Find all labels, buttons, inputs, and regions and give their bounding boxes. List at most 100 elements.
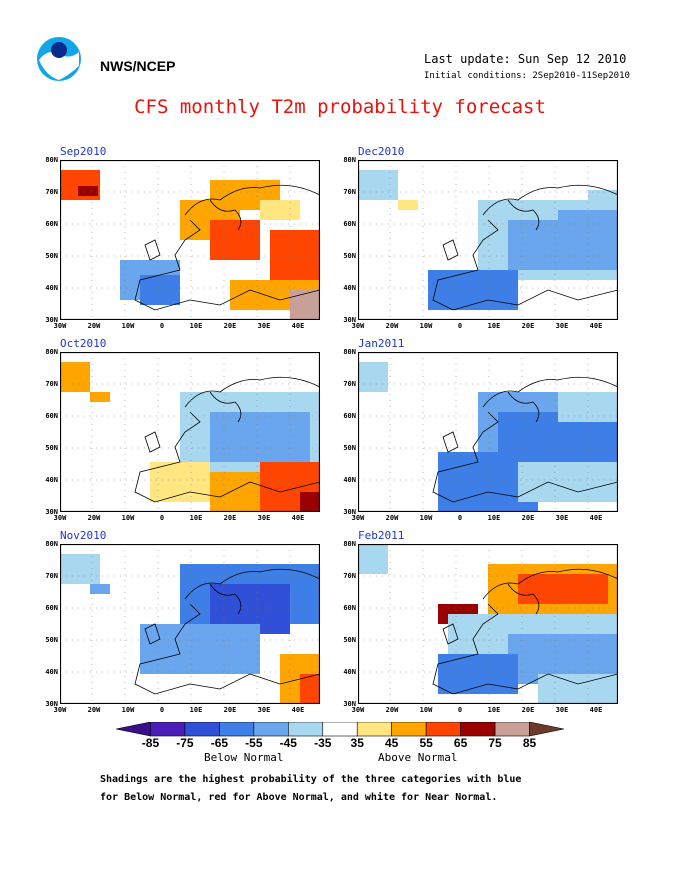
lon-label: 10W <box>419 706 433 714</box>
probability-shading <box>140 624 260 674</box>
probability-shading <box>518 574 608 604</box>
probability-shading <box>140 275 180 305</box>
colorbar-tick-label: -45 <box>279 736 297 750</box>
lon-label: 30E <box>555 322 569 330</box>
probability-shading <box>260 200 300 220</box>
lon-label: 30E <box>555 514 569 522</box>
lon-label: 30W <box>351 514 365 522</box>
lat-label: 40N <box>45 476 58 484</box>
lon-label: 10E <box>189 322 203 330</box>
colorbar-swatch <box>322 722 358 737</box>
probability-shading <box>60 554 100 584</box>
lat-label: 40N <box>45 284 58 292</box>
org-name: NWS/NCEP <box>100 58 176 74</box>
probability-shading <box>300 492 320 512</box>
lon-label: 20E <box>223 514 237 522</box>
lon-label: 30E <box>257 514 271 522</box>
lat-label: 40N <box>45 668 58 676</box>
lat-label: 30N <box>343 700 356 708</box>
coastline <box>134 184 320 311</box>
lat-label: 70N <box>45 380 58 388</box>
colorbar-tick-label: -35 <box>314 736 332 750</box>
colorbar-swatch <box>253 722 289 737</box>
lat-label: 50N <box>343 444 356 452</box>
coastline <box>134 568 320 695</box>
lat-label: 70N <box>45 188 58 196</box>
colorbar-tick-label: -75 <box>176 736 194 750</box>
probability-shading <box>210 220 260 260</box>
colorbar-swatch <box>460 722 496 737</box>
colorbar-tick-label: -65 <box>210 736 229 750</box>
lat-label: 80N <box>343 156 356 164</box>
lon-label: 30E <box>257 706 271 714</box>
forecast-map <box>60 352 320 512</box>
lon-label: 20E <box>223 706 237 714</box>
lat-label: 30N <box>45 316 58 324</box>
lon-label: 40E <box>291 322 305 330</box>
probability-shading <box>150 462 210 502</box>
probability-shading <box>90 584 110 594</box>
lon-label: 30E <box>257 322 271 330</box>
lon-label: 20W <box>87 514 101 522</box>
colorbar-swatch <box>356 722 392 737</box>
lat-label: 60N <box>45 604 58 612</box>
probability-shading <box>438 654 518 694</box>
lon-label: 20W <box>385 706 399 714</box>
probability-shading <box>518 462 618 502</box>
colorbar-tick-label: 35 <box>350 736 364 750</box>
colorbar-swatch <box>219 722 255 737</box>
probability-shading <box>270 230 320 280</box>
lon-label: 20E <box>521 322 535 330</box>
lat-label: 30N <box>343 316 356 324</box>
panel-title: Sep2010 <box>60 145 107 158</box>
colorbar-swatch <box>150 722 186 737</box>
lon-label: 40E <box>589 322 603 330</box>
probability-shading <box>538 674 618 704</box>
probability-shading <box>300 674 320 704</box>
last-update-text: Last update: Sun Sep 12 2010 <box>424 52 627 66</box>
lon-label: 20W <box>87 706 101 714</box>
forecast-map <box>358 160 618 320</box>
probability-shading <box>290 290 320 320</box>
lon-label: 20E <box>521 706 535 714</box>
lon-label: 10E <box>487 706 501 714</box>
lat-label: 30N <box>45 508 58 516</box>
lat-label: 70N <box>343 188 356 196</box>
lat-label: 30N <box>343 508 356 516</box>
colorbar-arrow-high <box>529 722 564 737</box>
lat-label: 70N <box>343 572 356 580</box>
lat-label: 50N <box>45 636 58 644</box>
above-normal-label: Above Normal <box>378 751 458 764</box>
lat-label: 30N <box>45 700 58 708</box>
lon-label: 20W <box>87 322 101 330</box>
lon-label: 40E <box>589 514 603 522</box>
coastline <box>432 568 618 695</box>
colorbar-tick-label: 85 <box>522 736 537 750</box>
panel-title: Dec2010 <box>358 145 405 158</box>
lat-label: 80N <box>45 348 58 356</box>
lon-label: 10E <box>189 706 203 714</box>
lon-label: 0 <box>457 322 463 330</box>
lat-label: 50N <box>343 252 356 260</box>
probability-shading <box>210 412 310 462</box>
colorbar-tick-label: 55 <box>419 736 433 750</box>
forecast-map <box>358 544 618 704</box>
lon-label: 0 <box>457 514 463 522</box>
forecast-map <box>358 352 618 512</box>
lon-label: 20E <box>223 322 237 330</box>
lat-label: 60N <box>45 220 58 228</box>
lon-label: 20E <box>521 514 535 522</box>
panel-title: Oct2010 <box>60 337 107 350</box>
lon-label: 40E <box>291 514 305 522</box>
probability-shading <box>358 362 388 392</box>
lat-label: 80N <box>45 156 58 164</box>
lat-label: 60N <box>343 412 356 420</box>
lon-label: 20W <box>385 514 399 522</box>
footnote-line-2: for Below Normal, red for Above Normal, … <box>100 792 498 803</box>
probability-shading <box>398 200 418 210</box>
probability-shading <box>60 362 90 392</box>
noaa-logo <box>37 37 81 81</box>
colorbar-swatch <box>425 722 461 737</box>
lon-label: 0 <box>159 706 165 714</box>
probability-shading <box>78 186 98 196</box>
